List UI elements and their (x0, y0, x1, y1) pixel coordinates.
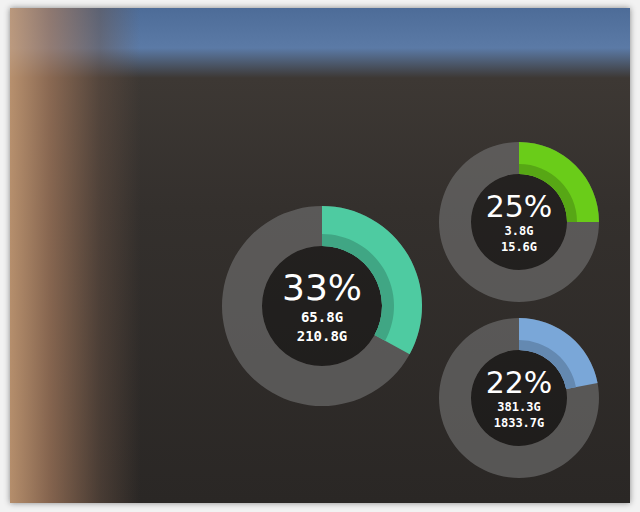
svg-text:1833.7G: 1833.7G (494, 416, 545, 430)
svg-text:65.8G: 65.8G (301, 309, 343, 325)
svg-text:381.3G: 381.3G (497, 400, 540, 414)
svg-text:15.6G: 15.6G (501, 240, 537, 254)
svg-text:33%: 33% (282, 267, 362, 308)
svg-text:22%: 22% (486, 365, 553, 400)
svg-text:25%: 25% (486, 189, 553, 224)
svg-text:210.8G: 210.8G (297, 328, 348, 344)
svg-text:3.8G: 3.8G (505, 224, 534, 238)
